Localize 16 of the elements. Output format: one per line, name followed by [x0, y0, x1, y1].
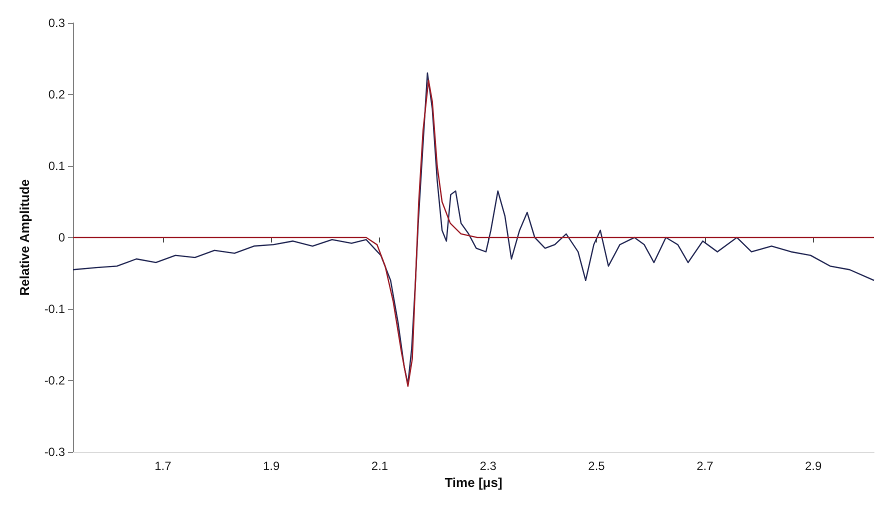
x-tick-label: 1.9 [263, 459, 280, 473]
x-tick-label: 2.3 [480, 459, 497, 473]
x-tick-label: 1.7 [154, 459, 172, 473]
y-axis-title: Relative Amplitude [17, 179, 32, 296]
x-tick-label: 2.9 [804, 459, 822, 473]
x-tick-label: 2.1 [371, 459, 388, 473]
x-tick-label: 2.5 [588, 459, 606, 473]
y-tick-label: 0.3 [48, 16, 66, 30]
y-tick-label: 0 [58, 230, 66, 244]
y-tick-label: -0.3 [44, 445, 66, 459]
y-tick-label: -0.1 [44, 302, 66, 316]
x-tick-label: 2.7 [696, 459, 714, 473]
x-axis-title: Time [μs] [444, 475, 502, 490]
y-tick-label: 0.1 [48, 159, 66, 173]
y-tick-label: 0.2 [48, 88, 66, 102]
y-tick-label: -0.2 [44, 374, 66, 388]
